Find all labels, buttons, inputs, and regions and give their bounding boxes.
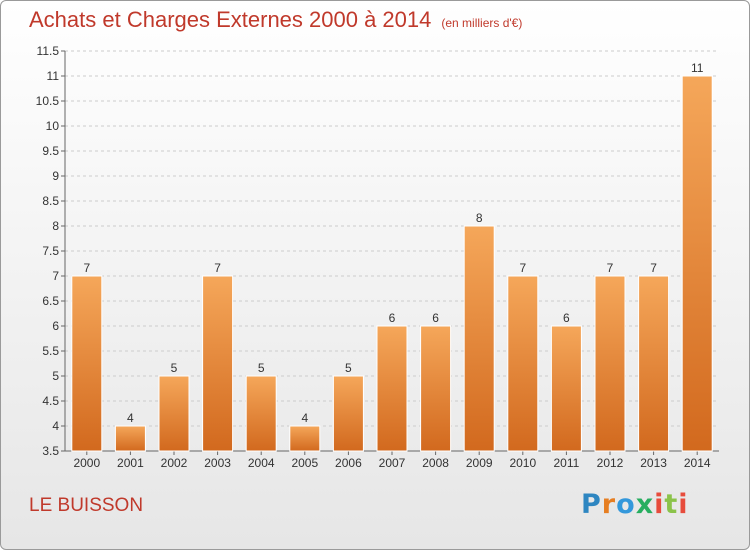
x-tick-label: 2001 (117, 456, 144, 470)
y-tick-label: 5 (52, 369, 59, 383)
data-label: 6 (389, 311, 396, 325)
data-label: 4 (127, 411, 134, 425)
bar-2005 (289, 425, 321, 452)
bar-2006 (332, 375, 364, 452)
logo-letter: t (664, 489, 679, 520)
x-tick-label: 2010 (509, 456, 536, 470)
x-tick-label: 2008 (422, 456, 449, 470)
y-tick-label: 11 (47, 69, 60, 83)
data-label: 8 (476, 211, 483, 225)
y-tick-label: 9.5 (42, 144, 59, 158)
logo-letter: i (654, 489, 665, 520)
bar-2010 (507, 275, 539, 452)
x-tick-label: 2006 (335, 456, 362, 470)
bars (71, 75, 713, 452)
y-tick-label: 11.5 (37, 44, 60, 58)
x-tick-label: 2002 (161, 456, 188, 470)
bar-2007 (376, 325, 408, 452)
bar-2004 (245, 375, 277, 452)
data-label: 6 (563, 311, 570, 325)
y-tick-label: 7 (52, 269, 59, 283)
chart-title-text: Achats et Charges Externes 2000 à 2014 (29, 7, 432, 32)
x-tick-label: 2005 (291, 456, 318, 470)
y-tick-label: 3.5 (42, 444, 59, 458)
bar-2012 (594, 275, 626, 452)
bar-2013 (638, 275, 670, 452)
logo-letter: P (581, 489, 602, 520)
x-tick-label: 2009 (466, 456, 493, 470)
y-tick-label: 8 (52, 219, 59, 233)
bar-2011 (550, 325, 582, 452)
y-tick-label: 4.5 (42, 394, 59, 408)
y-tick-label: 6.5 (42, 294, 59, 308)
data-label: 7 (519, 261, 526, 275)
y-tick-label: 7.5 (42, 244, 59, 258)
x-tick-label: 2004 (248, 456, 275, 470)
x-tick-label: 2014 (684, 456, 711, 470)
data-label: 11 (691, 61, 704, 75)
bar-2002 (158, 375, 190, 452)
data-label: 7 (214, 261, 221, 275)
bar-2000 (71, 275, 103, 452)
proxiti-logo: Proxiti (581, 489, 689, 520)
data-label: 7 (607, 261, 614, 275)
data-label: 7 (650, 261, 657, 275)
x-tick-label: 2003 (204, 456, 231, 470)
logo-letter: o (616, 489, 636, 520)
y-tick-label: 4 (52, 419, 59, 433)
logo-letter: i (678, 489, 689, 520)
bar-2001 (114, 425, 146, 452)
y-tick-label: 8.5 (42, 194, 59, 208)
bar-2008 (420, 325, 452, 452)
y-tick-label: 9 (52, 169, 59, 183)
logo-letter: x (635, 489, 655, 520)
data-label: 5 (171, 361, 178, 375)
x-tick-label: 2011 (553, 456, 579, 470)
data-label: 5 (345, 361, 352, 375)
x-tick-label: 2013 (640, 456, 667, 470)
data-label: 4 (301, 411, 308, 425)
bar-2009 (463, 225, 495, 452)
y-tick-label: 5.5 (42, 344, 59, 358)
bar-2003 (202, 275, 234, 452)
x-tick-label: 2000 (73, 456, 100, 470)
labels: 3.5 4 4.5 5 5.5 6 6.5 7 7.5 8 8.5 9 9.5 10 10.5 11 11.5 7… (36, 44, 711, 470)
data-label: 5 (258, 361, 265, 375)
logo-letter: r (601, 489, 617, 520)
location-label: LE BUISSON (29, 495, 144, 516)
y-tick-label: 10.5 (36, 94, 60, 108)
y-tick-label: 6 (52, 319, 59, 333)
x-tick-label: 2007 (379, 456, 406, 470)
x-tick-label: 2012 (597, 456, 624, 470)
data-label: 7 (83, 261, 90, 275)
y-tick-label: 10 (46, 119, 60, 133)
bar-2014 (681, 75, 713, 452)
data-label: 6 (432, 311, 439, 325)
chart-title: Achats et Charges Externes 2000 à 2014 (e… (29, 7, 522, 33)
chart-unit: (en milliers d'€) (441, 16, 523, 30)
